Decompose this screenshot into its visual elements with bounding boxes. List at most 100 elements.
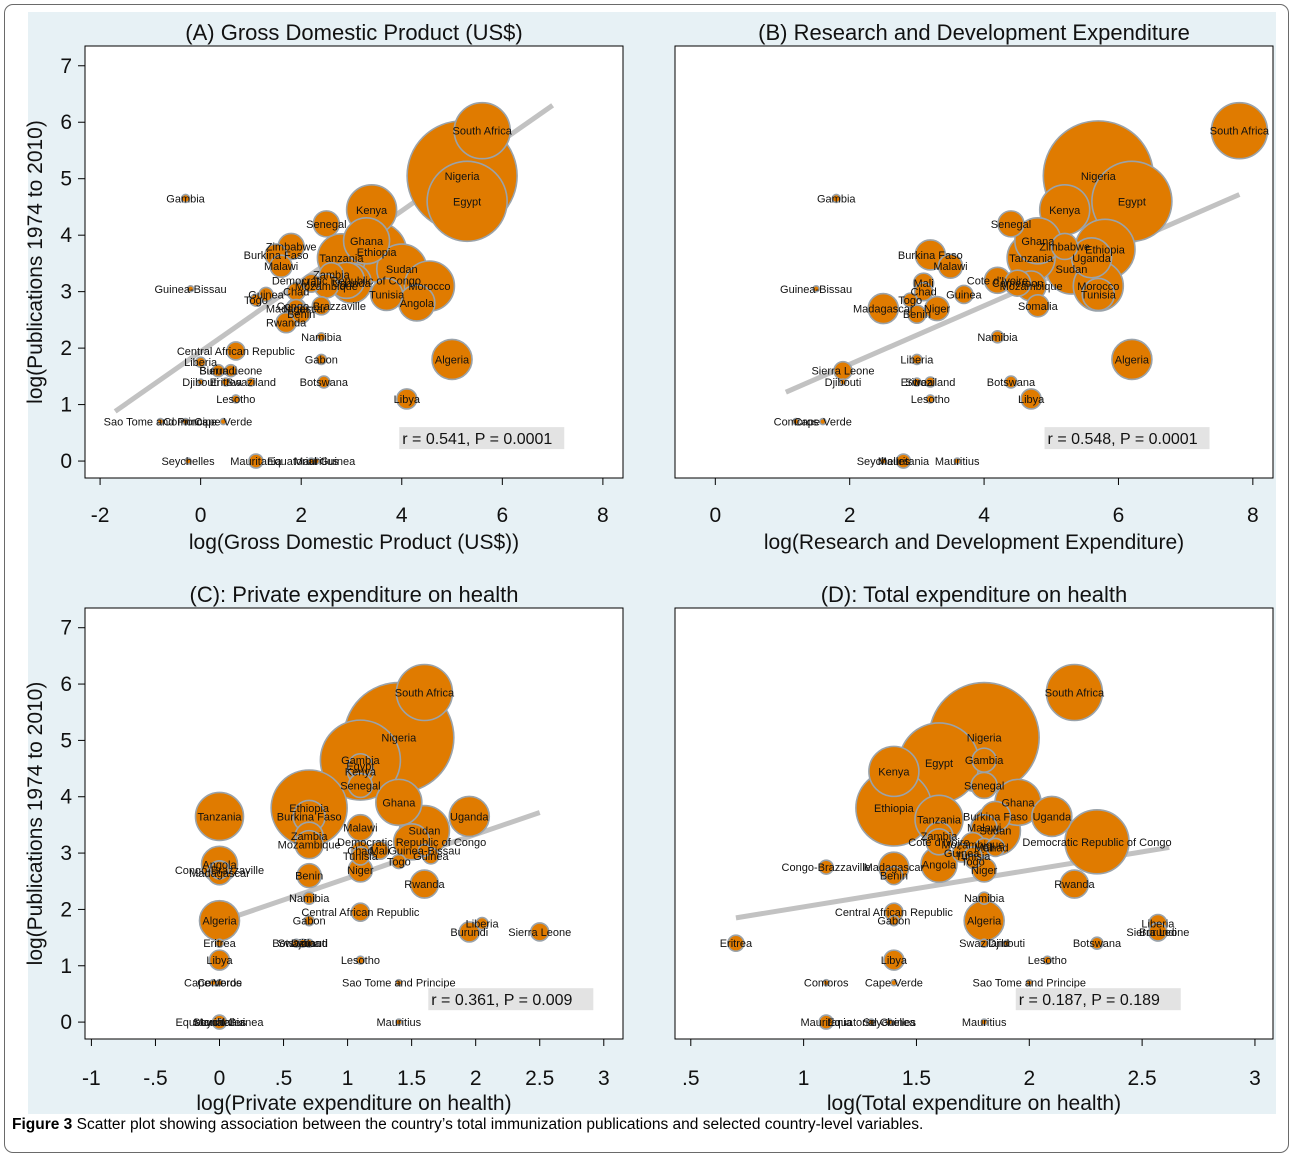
panel-title: (D): Total expenditure on health [821, 582, 1128, 607]
point-label: Somalia [1018, 301, 1059, 313]
point-label: Tunisia [369, 289, 405, 301]
x-tick-label: 4 [978, 504, 990, 527]
point-label: Liberia [466, 919, 500, 931]
y-tick-label: 6 [60, 673, 72, 696]
scatter-figure: (A) Gross Domestic Product (US$) log(Gros… [24, 20, 1274, 1115]
point-label: Togo [898, 295, 922, 307]
corr-box [399, 427, 565, 450]
point-label: Botswana [1073, 938, 1122, 950]
bubble-point [369, 840, 390, 861]
point-label: Lesotho [216, 394, 255, 406]
y-tick-label: 4 [60, 224, 72, 247]
point-label: Mauritania [230, 456, 282, 468]
point-label: Seychelles [863, 1017, 917, 1029]
point-label: Burundi [450, 927, 488, 939]
x-tick-label: .5 [682, 1067, 700, 1090]
point-label: Egypt [346, 761, 374, 773]
bubble-point [979, 938, 989, 949]
point-label: Mali [974, 842, 994, 854]
point-label: Sierra Leone [508, 927, 571, 939]
bubble-point [317, 375, 331, 389]
point-label: Rwanda [404, 879, 445, 891]
point-label: Liberia [1141, 919, 1175, 931]
point-label: Cote d'Ivoire [967, 275, 1028, 287]
x-axis-label: log(Research and Development Expenditure… [764, 531, 1184, 554]
point-label: Guinea-Bissau [388, 845, 460, 857]
bubble-point [448, 795, 491, 838]
point-label: Lesotho [1028, 955, 1067, 967]
point-label: Burkina Faso [277, 811, 342, 823]
point-label: Democratic Republic of Congo [272, 275, 421, 287]
bubble-point [426, 160, 508, 243]
bubble-point [156, 417, 165, 426]
point-label: Botswana [987, 377, 1036, 389]
bubble-point [1045, 663, 1104, 722]
bubble-point [819, 417, 827, 426]
bubble-point [275, 311, 297, 334]
bubble-point [453, 101, 512, 160]
correlation-text: r = 0.548, P = 0.0001 [1048, 431, 1198, 448]
point-label: Zambia [313, 270, 351, 282]
point-label: Zimbabwe [1039, 241, 1090, 253]
bubble-point [913, 281, 934, 302]
bubble-point [186, 285, 195, 293]
bubble-point [925, 828, 953, 856]
point-label: Angola [400, 298, 435, 310]
panel-c: (C): Private expenditure on health log(Pr… [24, 582, 624, 1115]
x-tick-label: -1 [82, 1067, 101, 1090]
bubble-point [395, 978, 403, 987]
y-axis-label: log(Publications 1974 to 2010) [24, 120, 47, 404]
point-label: Malawi [967, 823, 1001, 835]
correlation-text: r = 0.361, P = 0.009 [431, 992, 572, 1009]
x-tick-label: 3 [1249, 1067, 1261, 1090]
panel-d: (D): Total expenditure on health log(Tota… [674, 582, 1274, 1115]
bubble-point [925, 394, 936, 404]
point-label: Togo [961, 857, 985, 869]
point-label: Congo-Brazzaville [277, 301, 366, 313]
point-label: Cape Verde [194, 417, 252, 429]
point-label: Democratic Republic of Congo [1022, 837, 1171, 849]
correlation-text: r = 0.541, P = 0.0001 [402, 431, 552, 448]
x-tick-label: 8 [597, 504, 609, 527]
bubble-point [985, 837, 1006, 858]
point-label: Morocco [408, 281, 450, 293]
point-label: Mauritania [801, 1017, 853, 1029]
point-label: Guinea-Bissau [155, 284, 227, 296]
point-label: Sierra Leone [811, 366, 874, 378]
point-label: Sao Tome and Principe [342, 978, 456, 990]
y-tick-label: 1 [60, 394, 72, 417]
bubble-point [302, 891, 316, 905]
point-label: Burundi [199, 366, 237, 378]
point-label: Liberia [900, 354, 934, 366]
bubble-point [301, 273, 322, 293]
point-label: Kenya [345, 766, 377, 778]
point-label: Guinea [944, 848, 980, 860]
bubble-point [1081, 277, 1116, 312]
point-label: Ethiopia [289, 803, 330, 815]
bubble-point [226, 341, 246, 361]
point-label: Chad [982, 842, 1008, 854]
point-label: Cote d'Ivoire [908, 837, 969, 849]
point-label: Sudan [386, 264, 418, 276]
panel-title: (C): Private expenditure on health [190, 582, 519, 607]
point-label: Comoros [197, 978, 242, 990]
point-label: Angola [202, 859, 237, 871]
point-label: Sao Tome and Principe [973, 978, 1087, 990]
point-label: Djibouti [825, 377, 862, 389]
bubble-point [196, 378, 205, 386]
bubble-point [1148, 922, 1168, 942]
point-label: Kenya [878, 766, 910, 778]
point-label: Tanzania [197, 811, 242, 823]
bubble-point [312, 457, 321, 465]
bubble-point [529, 922, 550, 942]
point-label: Democratic Republic of Congo [337, 837, 486, 849]
bubble-point [209, 860, 230, 880]
point-label: Madagascar [864, 862, 925, 874]
y-axis-label: log(Publications 1974 to 2010) [24, 682, 47, 966]
bubble-point [350, 902, 371, 923]
bubble-point [180, 193, 191, 204]
point-label: Gambia [166, 193, 205, 205]
point-label: Morocco [1077, 281, 1119, 293]
point-label: Congo-Brazzaville [175, 865, 264, 877]
y-tick-label: 2 [60, 898, 72, 921]
